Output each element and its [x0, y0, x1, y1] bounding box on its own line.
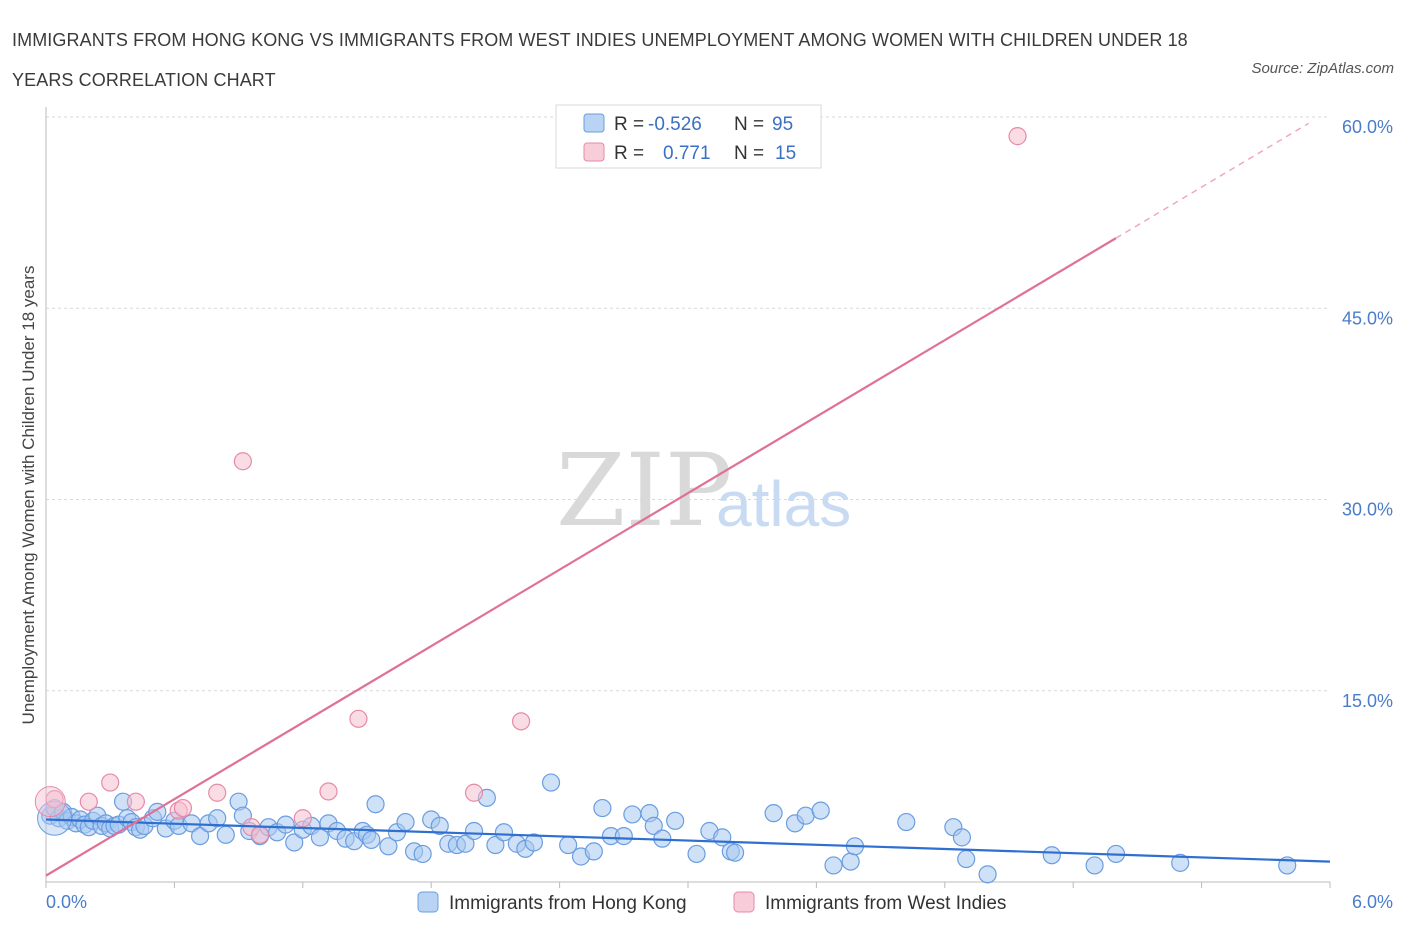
point-hong-kong-64 — [486, 835, 505, 855]
correlation-legend: R = -0.526 N = 95 R = 0.771 N = 15 — [555, 104, 822, 169]
point-hong-kong-86 — [764, 804, 783, 823]
series-legend: Immigrants from Hong Kong Immigrants fro… — [417, 891, 1006, 914]
legend-n-value-1: 95 — [772, 114, 793, 135]
trend-lines — [45, 122, 1331, 877]
point-hong-kong-68 — [524, 833, 544, 852]
point-hong-kong-56 — [413, 844, 432, 864]
point-hong-kong-91 — [841, 852, 860, 871]
point-west-indies-2 — [101, 773, 120, 792]
y-tick-label-0: 15.0% — [1342, 691, 1393, 711]
x-tick-label-0: 0.0% — [46, 892, 87, 912]
gridlines — [46, 116, 1330, 692]
point-west-indies-5 — [173, 798, 193, 818]
bottom-legend-hong-kong: Immigrants from Hong Kong — [449, 893, 687, 914]
legend-r-value-2: 0.771 — [663, 143, 711, 164]
legend-r-label-2: R = — [614, 143, 644, 164]
point-hong-kong-52 — [379, 837, 398, 856]
point-west-indies-12 — [349, 709, 368, 728]
legend-n-value-2: 15 — [775, 143, 796, 164]
point-west-indies-11 — [319, 782, 338, 801]
legend-n-label-1: N = — [734, 114, 764, 135]
y-tick-labels: 15.0% 30.0% 45.0% 60.0% — [1342, 117, 1393, 711]
trend-line-hong-kong — [45, 818, 1331, 863]
point-hong-kong-51 — [366, 795, 385, 814]
point-hong-kong-72 — [584, 842, 603, 861]
legend-r-label-1: R = — [614, 114, 644, 135]
point-hong-kong-98 — [1042, 846, 1061, 865]
point-hong-kong-29 — [190, 826, 210, 846]
point-hong-kong-39 — [276, 815, 295, 834]
y-tick-label-3: 60.0% — [1342, 117, 1393, 137]
point-west-indies-10 — [293, 809, 312, 828]
bottom-legend-swatch-hong-kong — [417, 891, 439, 913]
bottom-legend-swatch-west-indies — [733, 891, 755, 913]
point-west-indies-14 — [511, 712, 531, 731]
point-west-indies-15 — [1008, 127, 1027, 146]
point-west-indies-1 — [79, 792, 98, 811]
point-west-indies-cluster — [34, 786, 66, 818]
x-tick-labels: 0.0% 6.0% — [46, 892, 1393, 912]
point-west-indies-0 — [45, 790, 64, 809]
legend-swatch-west-indies — [583, 142, 605, 162]
y-tick-label-2: 45.0% — [1342, 308, 1393, 328]
point-hong-kong-80 — [666, 811, 685, 830]
legend-n-label-2: N = — [734, 143, 764, 164]
y-tick-label-1: 30.0% — [1342, 500, 1393, 520]
point-hong-kong-31 — [208, 809, 227, 828]
point-hong-kong-99 — [1085, 856, 1104, 875]
point-hong-kong-96 — [957, 849, 976, 869]
point-hong-kong-32 — [216, 825, 235, 844]
point-hong-kong-85 — [725, 843, 745, 862]
legend-r-value-1: -0.526 — [648, 114, 702, 135]
point-hong-kong-101 — [1171, 853, 1190, 872]
point-west-indies-7 — [233, 452, 252, 471]
legend-swatch-hong-kong — [583, 113, 605, 133]
series-west-indies — [34, 127, 1027, 844]
point-hong-kong-69 — [541, 773, 561, 792]
point-hong-kong-73 — [593, 798, 612, 818]
point-hong-kong-76 — [623, 805, 642, 824]
x-tick-label-1: 6.0% — [1352, 892, 1393, 912]
point-hong-kong-81 — [687, 844, 706, 864]
watermark-atlas: atlas — [716, 468, 851, 540]
point-hong-kong-40 — [285, 833, 304, 852]
trend-line-west-indies — [45, 237, 1117, 877]
trend-line-west-indies-extension — [1115, 122, 1309, 239]
point-west-indies-13 — [464, 783, 484, 802]
point-hong-kong-54 — [396, 812, 415, 832]
point-hong-kong-78 — [644, 816, 663, 836]
point-hong-kong-65 — [494, 823, 514, 842]
series-hong-kong — [37, 773, 1297, 884]
point-hong-kong-50 — [362, 830, 381, 850]
point-hong-kong-75 — [614, 826, 633, 846]
bottom-legend-west-indies: Immigrants from West Indies — [765, 893, 1006, 914]
point-hong-kong-89 — [811, 801, 830, 820]
source-credit: Source: ZipAtlas.com — [1251, 60, 1394, 77]
point-hong-kong-93 — [897, 812, 916, 832]
y-axis-label: Unemployment Among Women with Children U… — [19, 266, 38, 725]
point-hong-kong-97 — [978, 865, 997, 884]
point-hong-kong-62 — [464, 821, 484, 841]
point-west-indies-6 — [208, 783, 227, 802]
point-hong-kong-61 — [456, 834, 475, 853]
chart-title: IMMIGRANTS FROM HONG KONG VS IMMIGRANTS … — [12, 30, 1188, 90]
point-hong-kong-95 — [952, 828, 972, 847]
point-hong-kong-90 — [824, 856, 843, 875]
axes — [45, 107, 1331, 888]
point-west-indies-3 — [126, 792, 145, 811]
watermark-zip: ZIP — [556, 432, 732, 549]
point-hong-kong-58 — [430, 816, 449, 836]
point-west-indies-9 — [250, 825, 270, 844]
